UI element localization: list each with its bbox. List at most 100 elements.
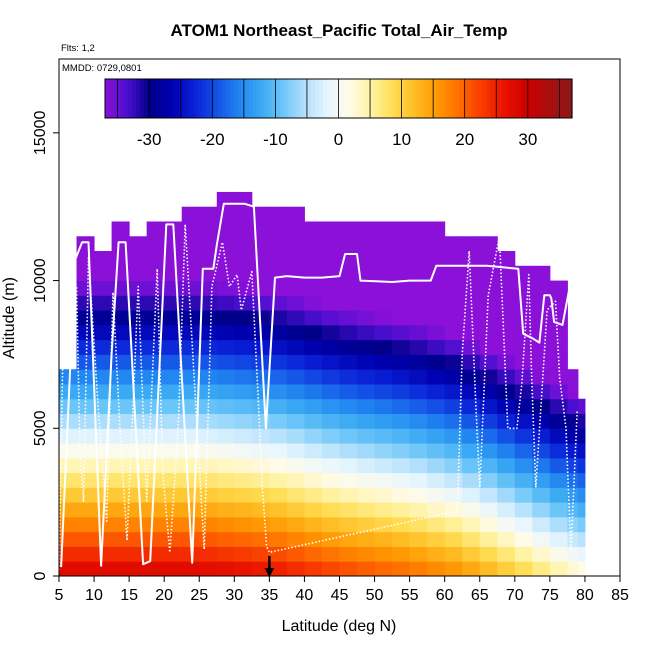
heatmap-cell <box>269 428 288 444</box>
heatmap-cell <box>286 295 305 311</box>
heatmap-cell <box>76 251 95 267</box>
heatmap-cell <box>577 502 586 518</box>
colorbar-segment <box>365 79 371 118</box>
heatmap-cell <box>549 531 568 547</box>
colorbar-segment <box>385 79 390 118</box>
heatmap-cell <box>94 561 113 576</box>
heatmap-cell <box>374 265 393 282</box>
heatmap-cell <box>269 443 288 459</box>
heatmap-cell <box>357 398 376 415</box>
heatmap-cell <box>286 221 305 237</box>
colorbar-segment <box>120 79 126 118</box>
colorbar-segment <box>373 79 379 118</box>
heatmap-cell <box>269 236 288 252</box>
heatmap-cell <box>129 428 148 444</box>
heatmap-cell <box>251 354 270 370</box>
heatmap-cell <box>146 221 165 237</box>
heatmap-cell <box>164 546 183 562</box>
heatmap-cell <box>479 251 498 267</box>
colorbar-segment <box>529 79 534 118</box>
heatmap-cell <box>577 487 586 503</box>
heatmap-cell <box>76 443 95 459</box>
heatmap-cell <box>532 354 551 370</box>
latitude-marker <box>264 556 275 577</box>
x-tick-label: 75 <box>541 587 559 604</box>
heatmap-cell <box>146 295 165 311</box>
heatmap-cell <box>111 516 130 533</box>
colorbar-segment <box>455 79 460 118</box>
heatmap-cell <box>251 502 270 518</box>
heatmap-cell <box>462 561 481 576</box>
colorbar-segment <box>424 79 429 118</box>
colorbar-segment <box>400 79 406 118</box>
x-tick-label: 65 <box>471 587 489 604</box>
heatmap-cell <box>216 472 235 488</box>
heatmap-cell <box>374 443 393 459</box>
heatmap-cell <box>164 369 183 385</box>
colorbar-segment <box>105 79 110 118</box>
heatmap-cell <box>94 280 113 296</box>
heatmap-cell <box>59 383 78 400</box>
x-tick-label: 55 <box>401 587 419 604</box>
heatmap-cell <box>427 443 446 459</box>
heatmap-cell <box>321 443 340 459</box>
heatmap-cell <box>514 428 533 444</box>
colorbar-segment <box>443 79 449 118</box>
heatmap-cell <box>462 369 481 385</box>
heatmap-cell <box>321 472 340 488</box>
colorbar-segment <box>287 79 293 118</box>
heatmap-cell <box>409 443 428 459</box>
heatmap-cell <box>59 546 78 562</box>
y-tick-label: 10000 <box>32 258 49 303</box>
heatmap-cell <box>427 457 446 474</box>
x-tick-label: 10 <box>85 587 103 604</box>
heatmap-cell <box>129 413 148 429</box>
colorbar-segment <box>533 79 538 118</box>
heatmap-cell <box>199 516 218 533</box>
heatmap-cell <box>216 516 235 533</box>
axes: 5 10 15 20 25 30 35 40 45 50 55 60 65 70 75 80 85 0 5000 10… <box>32 111 629 604</box>
x-axis-label: Latitude (deg N) <box>282 618 397 635</box>
colorbar-segment <box>326 79 332 118</box>
heatmap-cell <box>339 369 358 385</box>
heatmap-cell <box>321 251 340 267</box>
heatmap-cell <box>304 443 323 459</box>
colorbar-segment <box>256 79 262 118</box>
colorbar-segment <box>178 79 184 118</box>
heatmap-cell <box>357 354 376 370</box>
heatmap-cell <box>409 413 428 429</box>
colorbar-segment <box>354 79 359 118</box>
heatmap-cell <box>532 369 551 385</box>
heatmap-cell <box>216 236 235 252</box>
heatmap-cell <box>59 502 78 518</box>
heatmap-cell <box>304 428 323 444</box>
heatmap-cell <box>514 443 533 459</box>
colorbar-segment <box>560 79 565 118</box>
heatmap-cell <box>286 265 305 282</box>
heatmap-cell <box>146 251 165 267</box>
heatmap-cell <box>304 280 323 296</box>
heatmap-cell <box>234 236 253 252</box>
heatmap-cell <box>514 487 533 503</box>
heatmap-cell <box>514 310 533 326</box>
colorbar-segment <box>186 79 192 118</box>
heatmap-cell <box>444 531 463 547</box>
heatmap-cell <box>427 280 446 296</box>
heatmap-cell <box>304 339 323 355</box>
heatmap-cell <box>339 443 358 459</box>
heatmap-cell <box>409 369 428 385</box>
heatmap-cell <box>357 472 376 488</box>
heatmap-cell <box>339 221 358 237</box>
y-tick-label: 15000 <box>32 111 49 156</box>
heatmap-cell <box>392 546 411 562</box>
colorbar-segment <box>501 79 507 118</box>
heatmap-cell <box>129 531 148 547</box>
heatmap-cell <box>497 516 516 533</box>
heatmap-cell <box>532 502 551 518</box>
heatmap-cell <box>427 502 446 518</box>
heatmap-cell <box>286 354 305 370</box>
heatmap-cell <box>59 516 78 533</box>
heatmap-cell <box>549 280 568 296</box>
heatmap-cell <box>357 428 376 444</box>
heatmap-cell <box>111 354 130 370</box>
